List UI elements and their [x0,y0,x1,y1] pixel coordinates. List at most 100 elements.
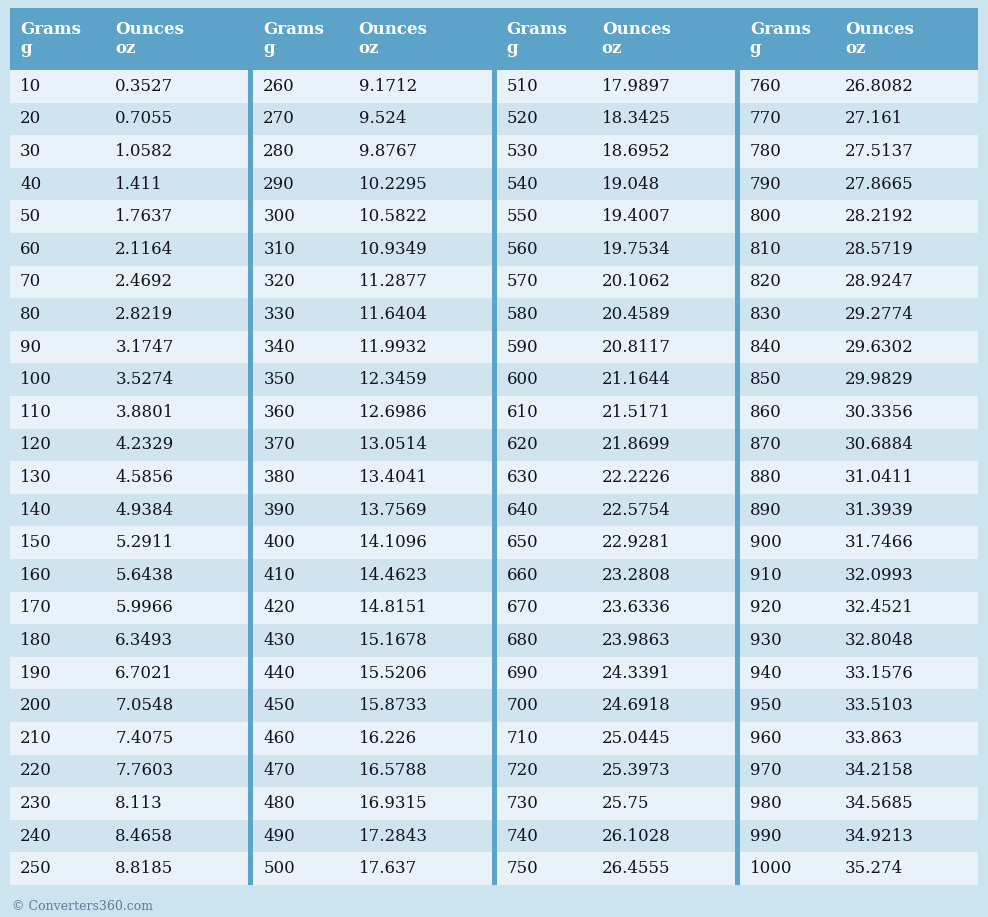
Bar [740,331,978,363]
Bar [497,8,735,70]
Text: 14.4623: 14.4623 [359,567,428,584]
Text: 5.6438: 5.6438 [116,567,174,584]
Bar [10,428,248,461]
Text: 920: 920 [750,600,782,616]
Bar [740,135,978,168]
Text: 80: 80 [20,306,41,323]
Text: 20.1062: 20.1062 [602,273,671,291]
Text: 130: 130 [20,469,52,486]
Text: 9.8767: 9.8767 [359,143,417,160]
Bar [10,266,248,298]
Text: 510: 510 [507,78,538,94]
Text: 60: 60 [20,241,41,258]
Bar [740,853,978,885]
Bar [253,461,491,493]
Text: 230: 230 [20,795,52,812]
Bar [10,591,248,624]
Bar [497,461,735,493]
Bar [497,853,735,885]
Bar [10,396,248,428]
Text: 640: 640 [507,502,538,519]
Text: 2.8219: 2.8219 [116,306,174,323]
Bar [497,591,735,624]
Bar [10,624,248,657]
Bar [253,8,491,70]
Text: 4.2329: 4.2329 [116,436,174,453]
Text: 580: 580 [507,306,538,323]
Text: 50: 50 [20,208,41,226]
Text: 160: 160 [20,567,51,584]
Bar [497,201,735,233]
Text: Grams
g: Grams g [263,21,324,57]
Bar [497,266,735,298]
Text: 23.2808: 23.2808 [602,567,671,584]
Text: 31.0411: 31.0411 [845,469,914,486]
Text: 370: 370 [263,436,295,453]
Bar [253,559,491,591]
Text: 120: 120 [20,436,52,453]
Bar [497,428,735,461]
Text: 980: 980 [750,795,782,812]
Text: 21.1644: 21.1644 [602,371,671,388]
Text: 680: 680 [507,632,538,649]
Text: 910: 910 [750,567,782,584]
Text: 700: 700 [507,697,538,714]
Text: 14.8151: 14.8151 [359,600,428,616]
Text: 12.3459: 12.3459 [359,371,427,388]
Text: 17.9897: 17.9897 [602,78,671,94]
Bar [253,233,491,266]
Text: 34.2158: 34.2158 [845,762,914,779]
Text: 24.6918: 24.6918 [602,697,671,714]
Text: 560: 560 [507,241,538,258]
Text: 760: 760 [750,78,782,94]
Text: 17.637: 17.637 [359,860,417,878]
Text: 850: 850 [750,371,782,388]
Text: 16.9315: 16.9315 [359,795,427,812]
Text: 600: 600 [507,371,538,388]
Text: 11.9932: 11.9932 [359,338,427,356]
Text: 26.8082: 26.8082 [845,78,914,94]
Text: 290: 290 [263,175,295,193]
Bar [497,135,735,168]
Text: Ounces
oz: Ounces oz [116,21,184,57]
Bar [491,8,497,885]
Bar [497,526,735,559]
Bar [740,298,978,331]
Text: 100: 100 [20,371,52,388]
Text: 7.7603: 7.7603 [116,762,174,779]
Text: 35.274: 35.274 [845,860,903,878]
Bar [740,559,978,591]
Text: 790: 790 [750,175,782,193]
Bar [10,168,248,201]
Text: 10.5822: 10.5822 [359,208,428,226]
Bar [253,526,491,559]
Text: 300: 300 [263,208,295,226]
Text: 31.7466: 31.7466 [845,535,914,551]
Bar [740,722,978,755]
Text: 660: 660 [507,567,538,584]
Bar [253,201,491,233]
Bar [253,70,491,103]
Text: 170: 170 [20,600,52,616]
Text: 610: 610 [507,403,538,421]
Text: 690: 690 [507,665,538,681]
Text: 18.3425: 18.3425 [602,110,671,127]
Bar [253,853,491,885]
Bar [497,103,735,135]
Text: 34.5685: 34.5685 [845,795,914,812]
Text: 15.8733: 15.8733 [359,697,428,714]
Text: 27.161: 27.161 [845,110,903,127]
Text: 820: 820 [750,273,782,291]
Text: 8.8185: 8.8185 [116,860,174,878]
Text: Grams
g: Grams g [750,21,810,57]
Bar [740,820,978,853]
Text: 570: 570 [507,273,538,291]
Text: 23.6336: 23.6336 [602,600,671,616]
Text: 24.3391: 24.3391 [602,665,671,681]
Bar [10,657,248,690]
Text: 740: 740 [507,828,538,845]
Text: 13.4041: 13.4041 [359,469,428,486]
Text: 380: 380 [263,469,295,486]
Bar [740,526,978,559]
Text: 29.9829: 29.9829 [845,371,914,388]
